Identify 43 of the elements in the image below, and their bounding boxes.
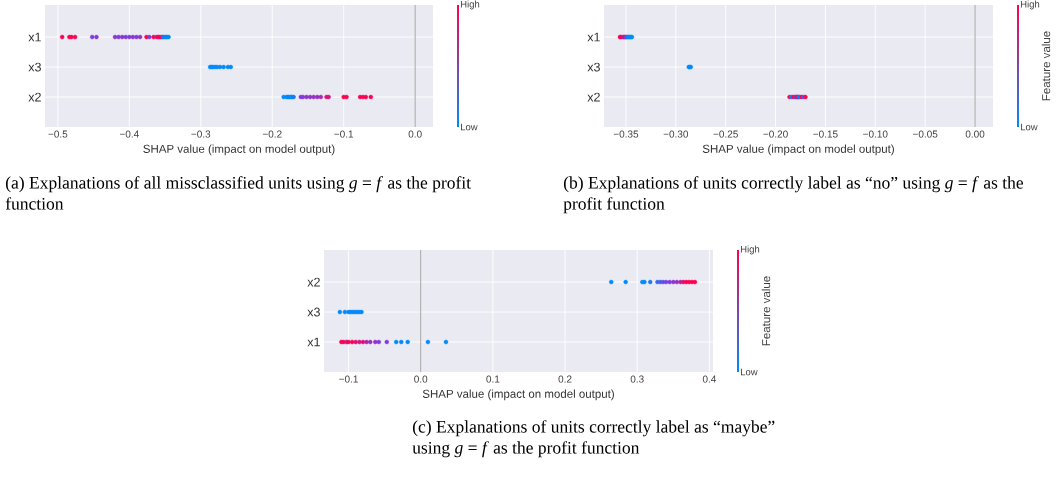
x-tick-label: −0.2: [262, 130, 282, 138]
x-tick-label: −0.3: [191, 130, 211, 138]
x-axis-title: SHAP value (impact on model output): [422, 389, 614, 401]
x-tick-label: 0.0: [408, 130, 422, 138]
x-tick-label: −0.05: [913, 130, 938, 138]
x-tick-label: −0.20: [763, 130, 788, 138]
x-tick-label: −0.10: [863, 130, 888, 138]
text: (c) Explanations of units correctly label as “maybe” using g = f as the profit function: [412, 420, 775, 458]
y-tick-label: x3: [28, 62, 41, 72]
text: High: [740, 245, 760, 255]
color-bar-title: Feature value: [761, 276, 771, 346]
text: (a) Explanations of all missclassified units using g = f as the profit function: [5, 176, 471, 210]
text: Low: [460, 123, 478, 131]
x-tick-label: −0.1: [334, 130, 354, 138]
y-tick-label: x2: [307, 277, 320, 287]
x-tick-label: −0.25: [713, 130, 738, 138]
x-tick-label: −0.15: [813, 130, 838, 138]
text: (b) Explanations of units correctly label as “no” using g = f as the profit function: [563, 176, 1024, 214]
x-tick-label: 0.3: [630, 375, 644, 383]
text: High: [1020, 0, 1040, 10]
y-tick-label: x3: [587, 62, 600, 72]
y-tick-label: x3: [307, 307, 320, 317]
x-tick-label: 0.0: [414, 375, 428, 383]
y-tick-label: x1: [307, 337, 320, 347]
x-tick-label: −0.35: [613, 130, 639, 138]
y-tick-label: x2: [28, 92, 41, 102]
y-tick-label: x2: [587, 92, 600, 102]
y-tick-label: x1: [28, 32, 41, 42]
x-tick-label: 0.00: [965, 130, 985, 138]
color-bar-title: Feature value: [1041, 31, 1051, 101]
x-tick-label: 0.2: [558, 375, 572, 383]
x-tick-label: −0.5: [48, 130, 68, 138]
text: Low: [1020, 123, 1038, 131]
x-tick-label: −0.4: [119, 130, 139, 138]
x-tick-label: 0.1: [486, 375, 500, 383]
text: High: [460, 0, 480, 10]
y-tick-label: x1: [587, 32, 600, 42]
text: Low: [740, 368, 758, 376]
x-axis-title: SHAP value (impact on model output): [143, 144, 335, 156]
x-tick-label: −0.30: [663, 130, 689, 138]
x-tick-label: −0.1: [339, 375, 358, 383]
x-axis-title: SHAP value (impact on model output): [702, 144, 894, 156]
x-tick-label: 0.4: [702, 375, 717, 383]
